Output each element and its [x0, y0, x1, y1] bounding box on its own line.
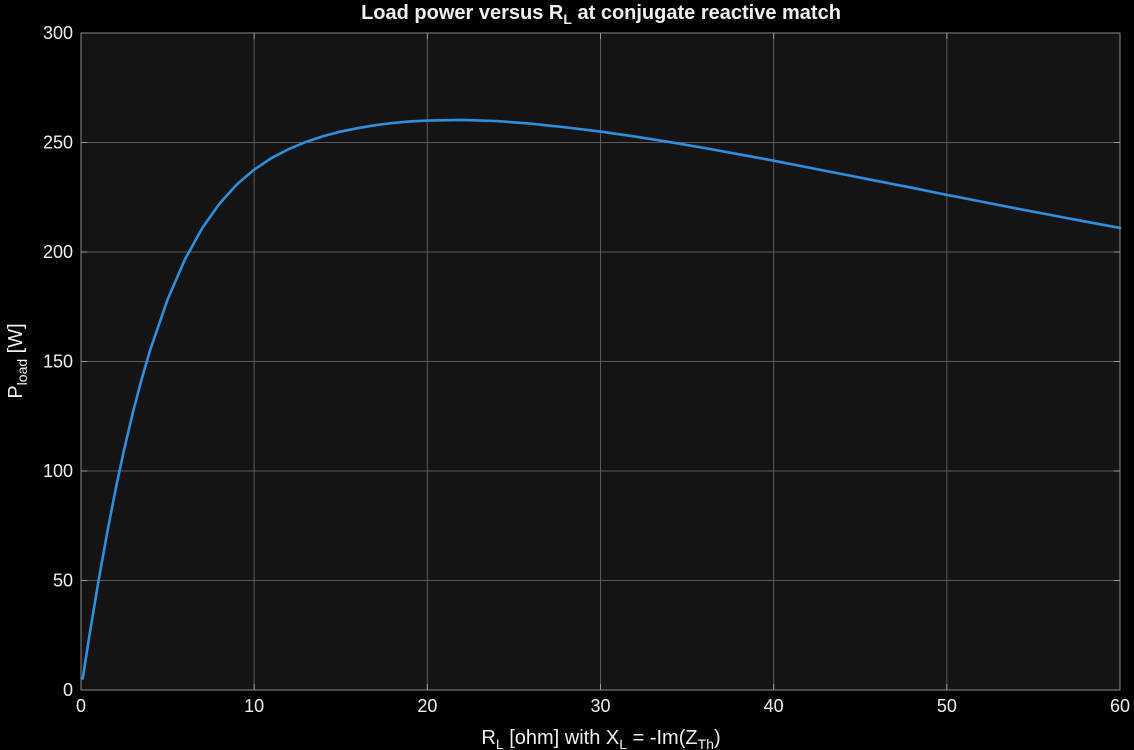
y-tick-label: 200	[43, 242, 73, 262]
grid-lines	[80, 32, 1121, 691]
series-line	[81, 118, 1122, 680]
y-tick-label: 150	[43, 352, 73, 372]
x-tick-label: 20	[417, 696, 437, 716]
y-tick-label: 50	[53, 571, 73, 591]
tick-labels: 0 10 20 30 40 50 60 0 50 100 150 200 250 300	[43, 23, 1130, 716]
y-tick-label: 300	[43, 23, 73, 43]
x-axis-label: RL [ohm] with XL = -Im(ZTh)	[481, 727, 720, 750]
x-tick-label: 60	[1110, 696, 1130, 716]
x-tick-label: 10	[244, 696, 264, 716]
y-tick-label: 0	[63, 680, 73, 700]
y-axis-label: Pload [W]	[5, 323, 30, 398]
chart-title: Load power versus RL at conjugate reacti…	[361, 2, 841, 27]
x-tick-label: 30	[590, 696, 610, 716]
y-tick-label: 100	[43, 461, 73, 481]
x-tick-label: 50	[937, 696, 957, 716]
y-tick-label: 250	[43, 133, 73, 153]
x-tick-label: 0	[76, 696, 86, 716]
plot-border	[80, 32, 1121, 691]
x-tick-label: 40	[764, 696, 784, 716]
